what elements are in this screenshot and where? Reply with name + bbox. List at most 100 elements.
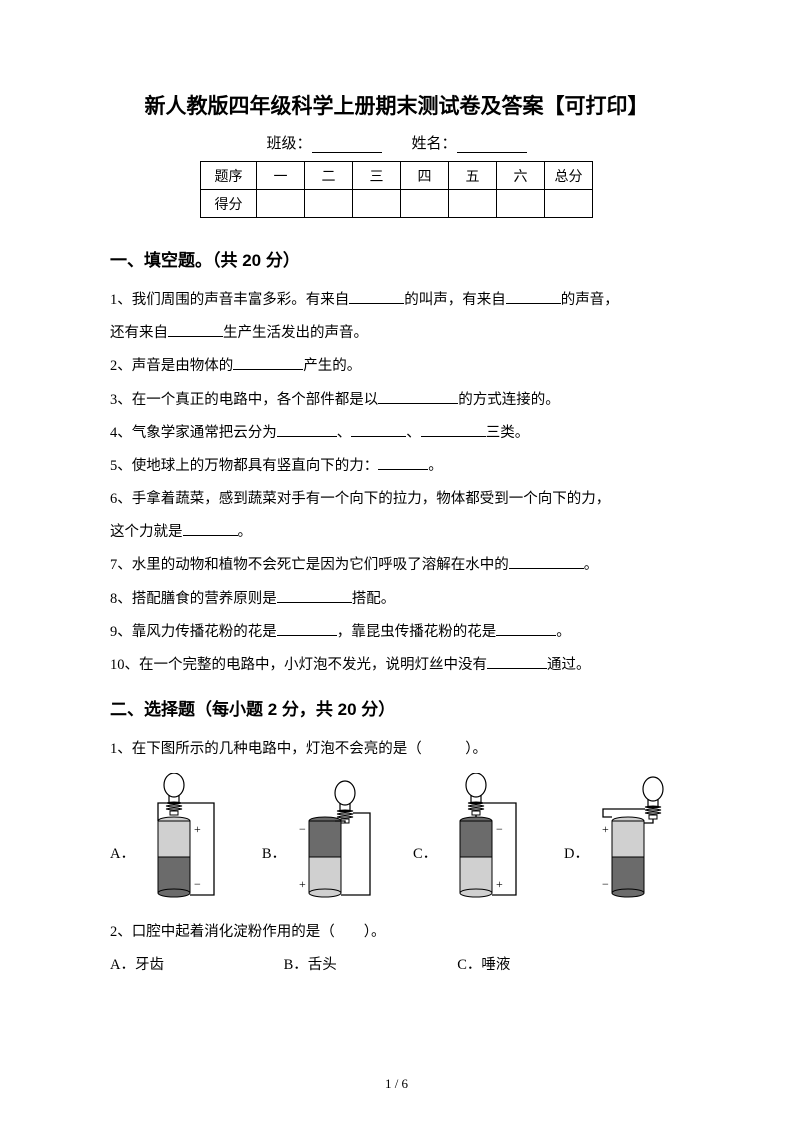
svg-text:−: − xyxy=(496,822,503,836)
q10: 10、在一个完整的电路中，小灯泡不发光，说明灯丝中没有 通过。 xyxy=(110,650,683,681)
opt-b-label: B． xyxy=(262,842,286,903)
blank xyxy=(506,290,561,304)
page-title: 新人教版四年级科学上册期末测试卷及答案【可打印】 xyxy=(110,90,683,120)
class-label: 班级： xyxy=(266,136,311,152)
circuit-a: A． + − xyxy=(110,773,229,903)
blank xyxy=(509,555,584,569)
s2q1: 1、在下图所示的几种电路中，灯泡不会亮的是（ ）。 xyxy=(110,734,683,765)
q1: 1、我们周围的声音丰富多彩。有来自 的叫声，有来自 的声音， xyxy=(110,285,683,316)
blank xyxy=(496,622,556,636)
cell: 总分 xyxy=(545,162,593,190)
q9: 9、靠风力传播花粉的花是，靠昆虫传播花粉的花是。 xyxy=(110,617,683,648)
text: 4、气象学家通常把云分为 xyxy=(110,425,277,441)
s2q2-opts: A．牙齿 B．舌头 C．唾液 xyxy=(110,950,683,981)
opt-b: B．舌头 xyxy=(284,950,454,981)
class-blank xyxy=(312,137,382,153)
q3: 3、在一个真正的电路中，各个部件都是以 的方式连接的。 xyxy=(110,385,683,416)
blank xyxy=(378,390,458,404)
cell xyxy=(497,190,545,218)
cell: 二 xyxy=(305,162,353,190)
text: 1、我们周围的声音丰富多彩。有来自 xyxy=(110,292,349,308)
text: 。 xyxy=(428,458,443,474)
text: 产生的。 xyxy=(303,358,361,374)
text: 、 xyxy=(337,425,352,441)
cell xyxy=(545,190,593,218)
text: 。 xyxy=(584,557,599,573)
blank xyxy=(277,589,352,603)
circuit-c: C． − + xyxy=(413,773,531,903)
blank xyxy=(349,290,404,304)
svg-text:−: − xyxy=(194,877,201,891)
page-number: 1 / 6 xyxy=(0,1076,793,1092)
q2: 2、声音是由物体的 产生的。 xyxy=(110,351,683,382)
opt-c-label: C． xyxy=(413,842,437,903)
svg-text:+: + xyxy=(194,822,201,836)
cell: 四 xyxy=(401,162,449,190)
cell: 六 xyxy=(497,162,545,190)
text: 2、声音是由物体的 xyxy=(110,358,233,374)
text: 通过。 xyxy=(547,657,591,673)
text: 10、在一个完整的电路中，小灯泡不发光，说明灯丝中没有 xyxy=(110,657,487,673)
text: 的方式连接的。 xyxy=(458,392,560,408)
text: 8、搭配膳食的营养原则是 xyxy=(110,591,277,607)
text: 还有来自 xyxy=(110,325,168,341)
section1-header: 一、填空题。（共 20 分） xyxy=(110,246,683,271)
circuit-c-icon: − + xyxy=(441,773,531,903)
q8: 8、搭配膳食的营养原则是 搭配。 xyxy=(110,584,683,615)
text: 搭配。 xyxy=(352,591,396,607)
table-row: 题序 一 二 三 四 五 六 总分 xyxy=(201,162,593,190)
text: 生产生活发出的声音。 xyxy=(223,325,368,341)
cell: 五 xyxy=(449,162,497,190)
q5: 5、使地球上的万物都具有竖直向下的力： 。 xyxy=(110,451,683,482)
text: 6、手拿着蔬菜，感到蔬菜对手有一个向下的拉力，物体都受到一个向下的力， xyxy=(110,491,610,507)
q7: 7、水里的动物和植物不会死亡是因为它们呼吸了溶解在水中的 。 xyxy=(110,550,683,581)
blank xyxy=(233,356,303,370)
opt-a-label: A． xyxy=(110,842,135,903)
info-line: 班级： 姓名： xyxy=(110,132,683,153)
opt-a: A．牙齿 xyxy=(110,950,280,981)
blank xyxy=(277,622,337,636)
text: 7、水里的动物和植物不会死亡是因为它们呼吸了溶解在水中的 xyxy=(110,557,509,573)
circuit-row: A． + − B． − + xyxy=(110,773,683,903)
cell xyxy=(401,190,449,218)
cell xyxy=(449,190,497,218)
cell xyxy=(353,190,401,218)
name-label: 姓名： xyxy=(412,136,457,152)
text: 三类。 xyxy=(486,425,530,441)
opt-c: C．唾液 xyxy=(457,950,510,981)
text: 3、在一个真正的电路中，各个部件都是以 xyxy=(110,392,378,408)
circuit-b: B． − + xyxy=(262,773,380,903)
q6-cont: 这个力就是。 xyxy=(110,517,683,548)
cell xyxy=(305,190,353,218)
svg-text:−: − xyxy=(299,822,306,836)
circuit-d-icon: + − xyxy=(593,773,683,903)
blank xyxy=(168,323,223,337)
opt-d-label: D． xyxy=(564,842,589,903)
text: 5、使地球上的万物都具有竖直向下的力： xyxy=(110,458,378,474)
q6: 6、手拿着蔬菜，感到蔬菜对手有一个向下的拉力，物体都受到一个向下的力， xyxy=(110,484,683,515)
text: 的叫声，有来自 xyxy=(404,292,506,308)
name-blank xyxy=(457,137,527,153)
s2q2: 2、口腔中起着消化淀粉作用的是（ ）。 xyxy=(110,917,683,948)
text: 9、靠风力传播花粉的花是 xyxy=(110,624,277,640)
blank xyxy=(421,423,486,437)
text: 、 xyxy=(406,425,421,441)
circuit-d: D． + − xyxy=(564,773,683,903)
blank xyxy=(378,456,428,470)
cell: 三 xyxy=(353,162,401,190)
svg-text:+: + xyxy=(496,877,503,891)
svg-text:+: + xyxy=(299,877,306,891)
blank xyxy=(487,655,547,669)
text: 的声音， xyxy=(561,292,619,308)
blank xyxy=(183,522,238,536)
svg-text:−: − xyxy=(602,877,609,891)
blank xyxy=(277,423,337,437)
q4: 4、气象学家通常把云分为 、 、 三类。 xyxy=(110,418,683,449)
table-row: 得分 xyxy=(201,190,593,218)
text: ，靠昆虫传播花粉的花是 xyxy=(337,624,497,640)
circuit-b-icon: − + xyxy=(290,773,380,903)
cell: 一 xyxy=(257,162,305,190)
q1-cont: 还有来自 生产生活发出的声音。 xyxy=(110,318,683,349)
cell: 题序 xyxy=(201,162,257,190)
section2-header: 二、选择题（每小题 2 分，共 20 分） xyxy=(110,695,683,720)
